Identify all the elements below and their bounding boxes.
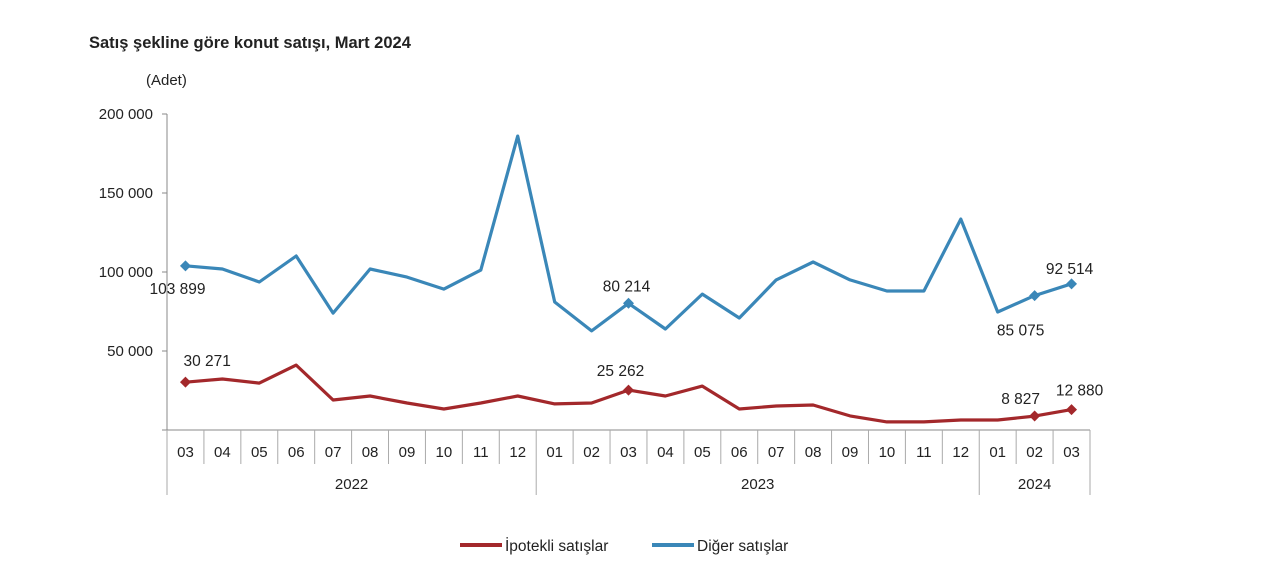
x-tick-label: 11 bbox=[916, 444, 932, 461]
x-tick-label: 08 bbox=[362, 444, 379, 461]
x-tick-label: 07 bbox=[768, 444, 785, 461]
legend-label: Diğer satışlar bbox=[697, 538, 788, 555]
data-point-marker bbox=[623, 384, 634, 396]
year-label: 2024 bbox=[1018, 476, 1051, 493]
x-tick-label: 07 bbox=[325, 444, 342, 461]
x-tick-label: 04 bbox=[657, 444, 674, 461]
x-tick-label: 02 bbox=[583, 444, 600, 461]
x-tick-label: 05 bbox=[694, 444, 711, 461]
data-label: 92 514 bbox=[1046, 261, 1094, 278]
y-axis-unit-label: (Adet) bbox=[146, 72, 187, 89]
x-tick-label: 09 bbox=[842, 444, 859, 461]
x-tick-label: 10 bbox=[436, 444, 453, 461]
y-tick-label: 150 000 bbox=[99, 185, 153, 202]
legend-label: İpotekli satışlar bbox=[505, 537, 608, 555]
x-tick-label: 06 bbox=[288, 444, 305, 461]
x-tick-label: 06 bbox=[731, 444, 748, 461]
x-tick-label: 03 bbox=[177, 444, 194, 461]
data-label: 30 271 bbox=[183, 353, 230, 370]
data-label: 80 214 bbox=[603, 278, 651, 295]
data-label: 85 075 bbox=[997, 323, 1044, 340]
x-tick-label: 09 bbox=[399, 444, 416, 461]
x-tick-label: 02 bbox=[1026, 444, 1043, 461]
x-tick-label: 05 bbox=[251, 444, 268, 461]
x-tick-label: 12 bbox=[509, 444, 526, 461]
chart-title: Satış şekline göre konut satışı, Mart 20… bbox=[89, 34, 412, 52]
legend-item-diger: Diğer satışlar bbox=[652, 538, 788, 555]
data-label: 8 827 bbox=[1001, 391, 1040, 408]
x-tick-label: 04 bbox=[214, 444, 231, 461]
x-tick-label: 01 bbox=[546, 444, 563, 461]
data-point-marker bbox=[623, 297, 634, 309]
data-point-marker bbox=[1066, 404, 1078, 416]
x-tick-label: 08 bbox=[805, 444, 822, 461]
data-point-marker bbox=[1066, 278, 1078, 290]
data-point-marker bbox=[179, 376, 191, 388]
data-point-marker bbox=[1029, 290, 1041, 302]
data-point-marker bbox=[179, 260, 191, 272]
legend-item-ipotekli: İpotekli satışlar bbox=[460, 537, 608, 555]
y-tick-label: 200 000 bbox=[99, 106, 153, 123]
x-tick-label: 10 bbox=[879, 444, 896, 461]
data-label: 25 262 bbox=[597, 363, 644, 380]
x-tick-label: 01 bbox=[989, 444, 1006, 461]
year-label: 2022 bbox=[335, 476, 368, 493]
data-point-marker bbox=[1029, 410, 1041, 422]
x-tick-label: 12 bbox=[952, 444, 969, 461]
x-tick-label: 11 bbox=[473, 444, 489, 461]
data-label: 103 899 bbox=[149, 281, 205, 298]
year-label: 2023 bbox=[741, 476, 774, 493]
x-tick-label: 03 bbox=[620, 444, 637, 461]
x-tick-label: 03 bbox=[1063, 444, 1080, 461]
data-label: 12 880 bbox=[1056, 383, 1104, 400]
y-tick-label: 50 000 bbox=[107, 343, 153, 360]
y-tick-label: 100 000 bbox=[99, 264, 153, 281]
